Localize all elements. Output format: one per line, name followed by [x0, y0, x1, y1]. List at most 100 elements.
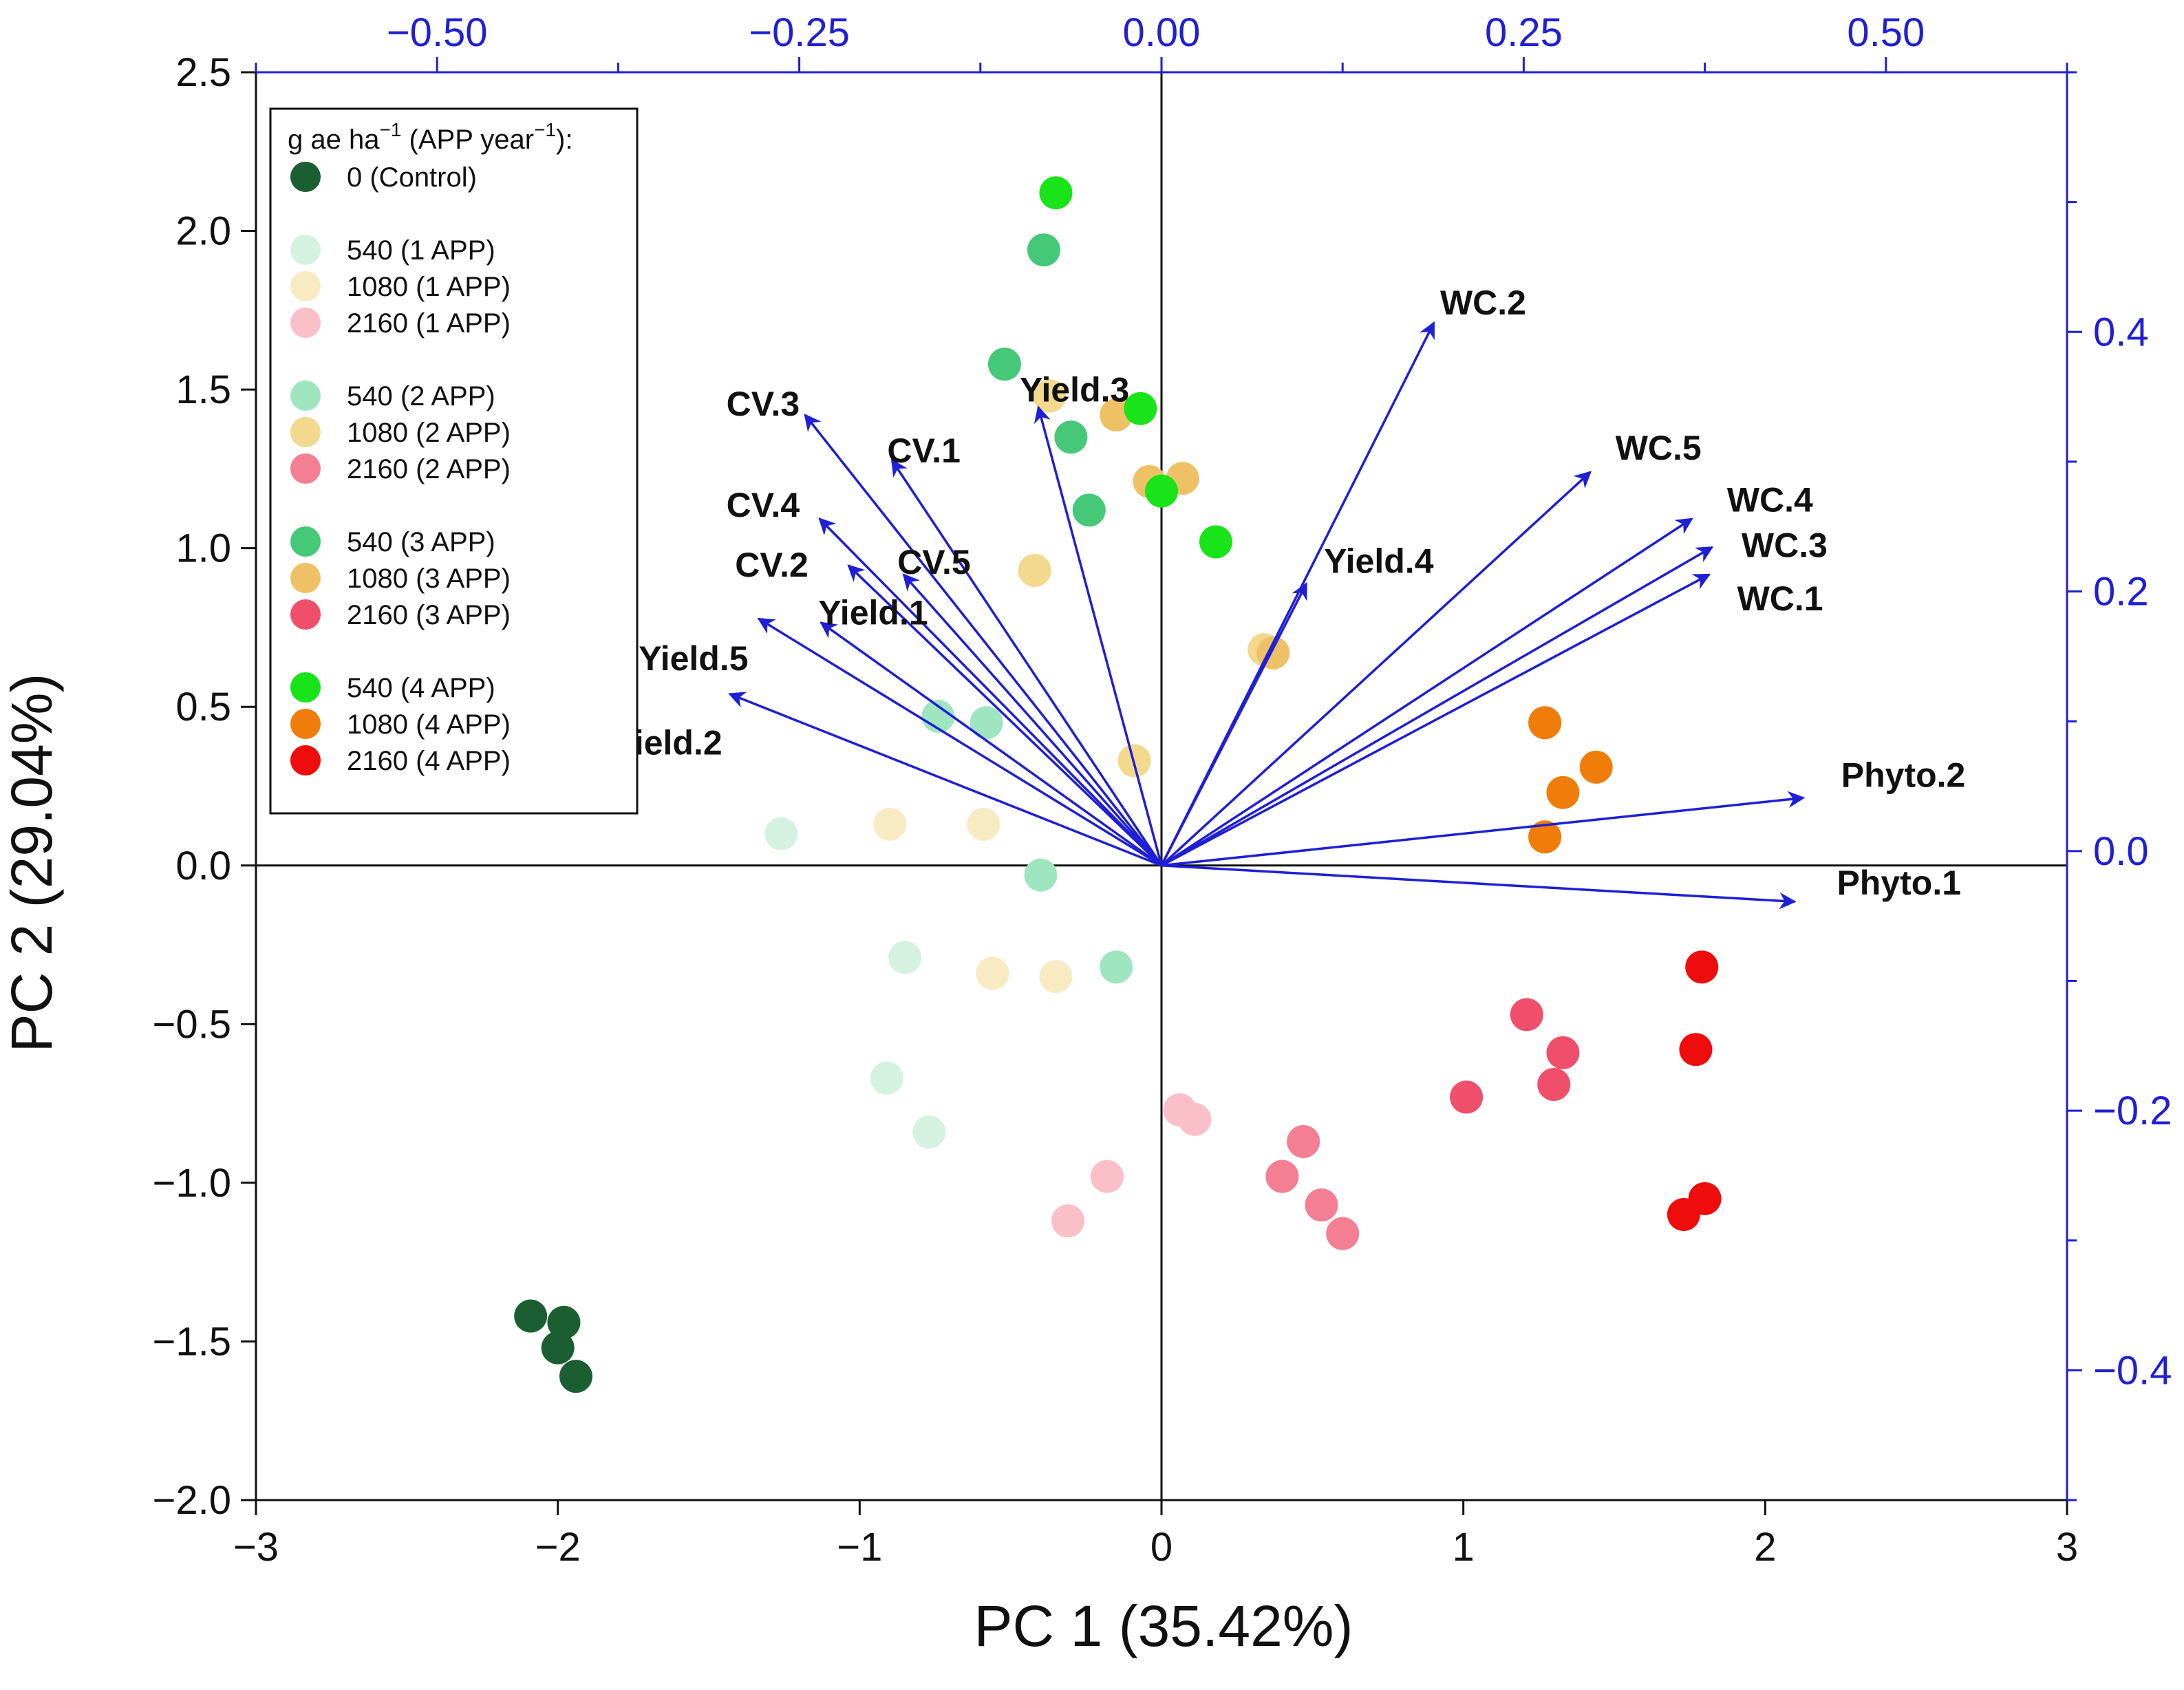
x-tick-label: 1: [1453, 1525, 1475, 1570]
legend-swatch: [290, 271, 321, 301]
loading-label: WC.2: [1440, 284, 1526, 322]
score-point: [1027, 233, 1060, 267]
score-point: [1145, 474, 1178, 508]
score-point: [1537, 1067, 1571, 1101]
legend-swatch: [290, 453, 321, 484]
score-point: [987, 347, 1021, 381]
top-tick-label: 0.25: [1485, 10, 1563, 55]
loading-arrow: [818, 517, 1163, 867]
y-axis-title: PC 2 (29.04%): [0, 674, 64, 1053]
score-point: [1054, 420, 1088, 454]
legend-label: 1080 (2 APP): [347, 418, 511, 448]
loading-arrow: [890, 458, 1163, 866]
score-point: [541, 1331, 575, 1365]
score-point: [1039, 960, 1073, 994]
legend-swatch: [290, 381, 321, 411]
loading-label: WC.3: [1742, 526, 1828, 565]
x-tick-label: 3: [2056, 1525, 2078, 1570]
loading-label: Phyto.2: [1841, 756, 1966, 795]
score-point: [764, 817, 798, 851]
loading-arrow: [902, 573, 1163, 866]
legend-swatch: [290, 709, 321, 739]
loading-arrow: [1160, 582, 1308, 866]
legend-title: g ae ha−1 (APP year−1):: [288, 119, 572, 155]
loading-label: CV.2: [735, 546, 809, 584]
x-tick-label: −1: [837, 1525, 882, 1570]
score-point: [1024, 858, 1058, 892]
score-point: [1528, 820, 1562, 854]
score-point: [1326, 1217, 1360, 1250]
top-tick-label: 0.50: [1847, 10, 1925, 55]
x-axis-title: PC 1 (35.42%): [974, 1594, 1353, 1658]
score-point: [1679, 1033, 1713, 1067]
score-point: [873, 807, 907, 841]
y-tick-label: −0.5: [153, 1002, 232, 1047]
y-tick-label: −1.0: [153, 1161, 232, 1206]
score-point: [1124, 392, 1157, 425]
legend-label: 540 (4 APP): [347, 673, 495, 703]
x-tick-label: 0: [1150, 1525, 1173, 1570]
score-point: [1199, 525, 1232, 559]
loading-arrow: [1161, 791, 1806, 867]
legend-swatch: [290, 745, 321, 776]
right-tick-label: 0.4: [2093, 310, 2149, 354]
y-tick-label: −2.0: [153, 1478, 232, 1523]
loading-arrow: [1161, 517, 1693, 867]
score-point: [1510, 998, 1543, 1031]
score-point: [1667, 1198, 1700, 1231]
legend-swatch: [290, 599, 321, 630]
legend-swatch: [290, 563, 321, 593]
score-point: [1072, 493, 1106, 527]
top-tick-label: −0.25: [749, 10, 850, 55]
score-point: [1178, 1102, 1212, 1136]
legend-label: 1080 (3 APP): [347, 564, 511, 594]
score-point: [1546, 1036, 1580, 1069]
right-tick-label: −0.4: [2093, 1348, 2172, 1393]
legend-swatch: [290, 417, 321, 447]
score-point: [514, 1299, 548, 1333]
loading-label: WC.4: [1727, 481, 1813, 520]
legend-label: 2160 (2 APP): [347, 454, 511, 484]
legend-label: 2160 (4 APP): [347, 746, 511, 776]
x-tick-label: 2: [1754, 1525, 1776, 1570]
loading-arrow: [1160, 471, 1592, 867]
score-point: [967, 807, 1000, 841]
score-point: [1287, 1124, 1320, 1158]
score-point: [976, 956, 1009, 990]
top-tick-label: 0.00: [1123, 10, 1201, 55]
legend-label: 1080 (1 APP): [347, 272, 511, 302]
score-point: [1100, 950, 1133, 984]
score-point: [912, 1115, 946, 1149]
legend-box: [269, 107, 639, 815]
x-tick-label: −3: [233, 1525, 279, 1570]
legend-label: 0 (Control): [347, 162, 477, 193]
y-tick-label: 1.5: [175, 367, 231, 412]
legend-swatch: [290, 526, 321, 557]
loading-label: WC.1: [1737, 579, 1823, 618]
y-tick-label: 2.5: [175, 50, 231, 95]
score-point: [1033, 379, 1067, 413]
right-axis: −0.4 −0.2 0.0 0.2 0.4: [2066, 71, 2172, 1501]
loading-label: Yield.4: [1324, 542, 1434, 580]
loading-label: WC.5: [1616, 429, 1702, 467]
score-point: [1579, 750, 1613, 784]
bottom-axis: −3 −2 −1 0 1 2 3: [233, 1499, 2078, 1570]
loading-label: CV.5: [897, 543, 971, 581]
top-axis: −0.50 −0.25 0.00 0.25 0.50: [255, 10, 2068, 74]
y-tick-label: 2.0: [175, 209, 231, 254]
loading-label: CV.1: [887, 431, 961, 470]
score-point: [1051, 1204, 1085, 1238]
score-point: [547, 1305, 581, 1339]
legend-label: 540 (3 APP): [347, 527, 495, 557]
score-point: [1265, 1159, 1299, 1193]
loading-arrow: [1161, 864, 1797, 910]
legend: g ae ha−1 (APP year−1): 0 (Control) 540 (1…: [269, 107, 639, 815]
loading-arrow: [1034, 405, 1163, 866]
loading-label: CV.3: [727, 385, 800, 423]
score-point: [1018, 553, 1051, 587]
loading-arrow: [728, 692, 1162, 867]
score-point: [870, 1061, 903, 1095]
loading-arrow: [804, 414, 1163, 866]
score-point: [1039, 176, 1073, 210]
